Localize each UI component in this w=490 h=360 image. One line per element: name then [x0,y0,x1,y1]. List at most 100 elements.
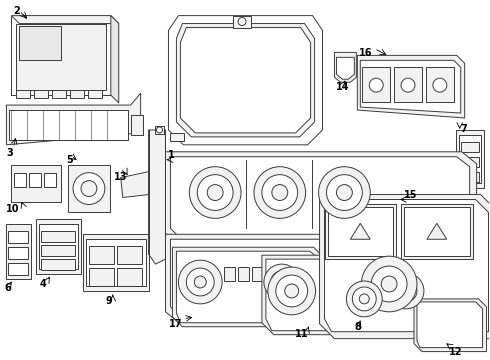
Polygon shape [16,23,106,90]
Text: 15: 15 [404,189,417,199]
Polygon shape [86,239,146,286]
Circle shape [207,185,223,201]
Polygon shape [180,27,311,133]
Polygon shape [166,234,477,324]
Circle shape [238,18,246,26]
Bar [8,231,28,243]
Circle shape [268,267,316,315]
Polygon shape [11,165,61,202]
Bar [398,295,412,309]
Circle shape [359,294,369,304]
Polygon shape [324,199,489,332]
Polygon shape [459,135,481,183]
Polygon shape [337,57,354,79]
Bar [398,275,412,289]
Circle shape [346,281,382,317]
Bar [380,295,394,309]
Circle shape [73,173,105,204]
Bar [29,173,41,186]
Circle shape [277,277,287,287]
Polygon shape [11,15,119,23]
Polygon shape [148,130,166,264]
Circle shape [337,185,352,201]
Bar [41,231,75,242]
Circle shape [197,175,233,211]
Polygon shape [417,302,483,348]
Circle shape [285,284,299,298]
Bar [89,268,114,286]
Bar [41,259,75,270]
Polygon shape [350,223,370,239]
Text: 13: 13 [114,172,127,182]
Circle shape [156,127,163,133]
Polygon shape [266,259,439,331]
Polygon shape [327,207,393,256]
Bar [266,267,277,281]
Text: 8: 8 [354,322,361,332]
Circle shape [264,264,300,300]
Polygon shape [121,172,148,198]
Polygon shape [6,93,141,145]
Circle shape [395,280,417,302]
Circle shape [326,175,362,211]
Circle shape [401,78,415,92]
Bar [426,67,454,102]
Polygon shape [166,152,477,245]
Circle shape [254,167,306,219]
Polygon shape [70,90,84,98]
Circle shape [381,276,397,292]
Polygon shape [171,239,469,317]
Bar [344,275,358,289]
Polygon shape [335,53,356,82]
Text: 6: 6 [4,283,11,293]
Bar [117,268,142,286]
Bar [233,15,251,27]
Polygon shape [172,247,323,327]
Bar [41,245,75,256]
Polygon shape [68,165,110,212]
Text: 5: 5 [66,155,73,165]
Polygon shape [456,130,484,188]
Circle shape [276,275,308,307]
Polygon shape [131,115,143,135]
Text: 7: 7 [461,124,467,134]
Polygon shape [427,223,447,239]
Polygon shape [171,157,469,238]
Polygon shape [414,299,487,352]
Polygon shape [11,15,111,95]
Circle shape [189,167,241,219]
Bar [238,267,249,281]
Bar [380,275,394,289]
Circle shape [352,287,376,311]
Polygon shape [19,26,61,60]
Bar [326,275,341,289]
Bar [461,142,479,152]
Polygon shape [52,90,66,98]
Circle shape [272,185,288,201]
Bar [362,295,376,309]
Text: 12: 12 [449,347,462,357]
Circle shape [262,175,298,211]
Text: 9: 9 [106,296,113,306]
Circle shape [195,276,206,288]
Bar [44,173,56,186]
Bar [362,67,390,102]
Circle shape [371,266,407,302]
Text: 14: 14 [336,82,349,92]
Bar [344,295,358,309]
Bar [171,133,184,141]
Bar [14,173,26,186]
Polygon shape [404,207,469,256]
Circle shape [361,256,417,312]
Polygon shape [83,234,148,291]
Polygon shape [6,224,31,279]
Circle shape [433,78,447,92]
Bar [154,126,165,134]
Bar [362,275,376,289]
Bar [252,267,263,281]
Polygon shape [262,255,443,335]
Bar [224,267,235,281]
Polygon shape [319,194,490,339]
Text: 16: 16 [359,48,373,58]
Bar [394,67,422,102]
